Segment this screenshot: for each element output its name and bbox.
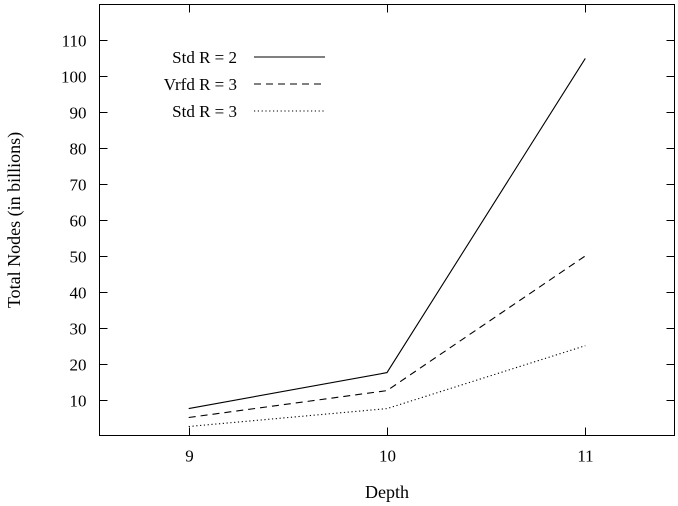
y-tick-label: 10 [70,392,87,411]
y-tick-label: 90 [70,104,87,123]
plot-frame [99,4,675,436]
x-axis-label: Depth [365,482,409,502]
legend: Std R = 2 Vrfd R = 3 Std R = 3 [164,48,325,121]
legend-label: Std R = 3 [172,102,237,121]
y-axis-label: Total Nodes (in billions) [4,132,25,308]
y-tick-label: 100 [61,68,87,87]
y-tick-label: 70 [70,176,87,195]
y-tick-label: 30 [70,320,87,339]
legend-label: Vrfd R = 3 [164,75,237,94]
x-tick-label: 11 [577,447,593,466]
x-tick-label: 10 [379,447,396,466]
y-tick-label: 40 [70,284,87,303]
y-tick-label: 60 [70,212,87,231]
series-line-vrfd-r-3 [188,255,586,419]
y-axis-ticks: 10 20 30 40 50 60 70 80 90 100 110 [61,32,675,411]
y-tick-label: 50 [70,248,87,267]
y-tick-label: 80 [70,140,87,159]
y-tick-label: 20 [70,356,87,375]
legend-label: Std R = 2 [172,48,237,67]
y-tick-label: 110 [62,32,87,51]
x-axis-ticks: 9 10 11 [185,4,594,466]
series-lines [188,58,586,428]
series-line-std-r-3 [188,345,586,428]
series-line-std-r-2 [188,58,586,410]
x-tick-label: 9 [185,447,194,466]
